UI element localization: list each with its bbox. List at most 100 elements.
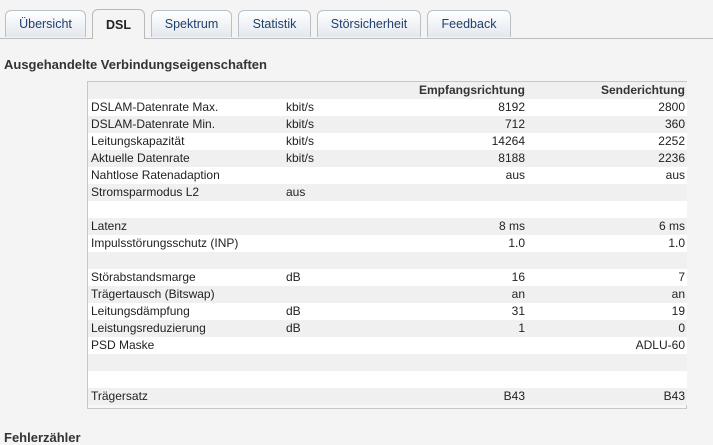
row-tx-value (527, 184, 687, 201)
tab-dsl[interactable]: DSL (92, 9, 145, 39)
row-unit (283, 235, 396, 252)
row-tx-value: 2252 (527, 133, 687, 150)
table-row: Stromsparmodus L2 aus (88, 184, 687, 201)
section-title-error-counter: Fehlerzähler (4, 430, 81, 445)
row-rx-value (396, 252, 527, 269)
row-tx-value: 2236 (527, 150, 687, 167)
row-tx-value: 2800 (527, 99, 687, 116)
tab-feedback[interactable]: Feedback (427, 10, 511, 37)
row-rx-value: 16 (396, 269, 527, 286)
row-unit: kbit/s (283, 99, 396, 116)
row-tx-value: 6 ms (527, 218, 687, 235)
table-row: Latenz 8 ms 6 ms (88, 218, 687, 235)
row-label: Latenz (88, 218, 283, 235)
tab-bar: Übersicht DSL Spektrum Statistik Störsic… (0, 0, 713, 39)
tab-uebersicht[interactable]: Übersicht (5, 10, 86, 37)
row-rx-value: an (396, 286, 527, 303)
row-tx-value: 360 (527, 116, 687, 133)
row-label: DSLAM-Datenrate Max. (88, 99, 283, 116)
tab-label: DSL (106, 17, 131, 32)
tab-spektrum[interactable]: Spektrum (151, 10, 232, 37)
row-label: DSLAM-Datenrate Min. (88, 116, 283, 133)
row-tx-value: an (527, 286, 687, 303)
row-label: Leistungsreduzierung (88, 320, 283, 337)
row-tx-value (527, 252, 687, 269)
row-unit (283, 167, 396, 184)
row-unit (283, 201, 396, 218)
row-label: Nahtlose Ratenadaption (88, 167, 283, 184)
row-unit (283, 371, 396, 388)
tab-label: Spektrum (164, 17, 219, 31)
row-unit (283, 388, 396, 405)
row-label: Stromsparmodus L2 (88, 184, 283, 201)
table-row: Leitungskapazität kbit/s 14264 2252 (88, 133, 687, 150)
row-label: PSD Maske (88, 337, 283, 354)
row-label: Störabstandsmarge (88, 269, 283, 286)
tab-label: Statistik (252, 17, 297, 31)
row-tx-value: 7 (527, 269, 687, 286)
row-unit: aus (283, 184, 396, 201)
row-rx-value (396, 337, 527, 354)
table-row (88, 354, 687, 371)
table-row: Aktuelle Datenrate kbit/s 8188 2236 (88, 150, 687, 167)
row-rx-value: 1 (396, 320, 527, 337)
row-tx-value: 19 (527, 303, 687, 320)
tab-statistik[interactable]: Statistik (238, 10, 311, 37)
row-label (88, 201, 283, 218)
row-tx-value: aus (527, 167, 687, 184)
row-rx-value (396, 354, 527, 371)
row-rx-value: 31 (396, 303, 527, 320)
row-rx-value (396, 201, 527, 218)
row-rx-value: 712 (396, 116, 527, 133)
row-label (88, 371, 283, 388)
connection-rows: DSLAM-Datenrate Max. kbit/s 8192 2800 DSLAM-… (88, 99, 687, 405)
row-tx-value: B43 (527, 388, 687, 405)
table-row: PSD Maske ADLU-60 (88, 337, 687, 354)
row-unit: kbit/s (283, 133, 396, 150)
table-header-row: Empfangsrichtung Senderichtung (88, 82, 687, 99)
row-label (88, 252, 283, 269)
row-unit: kbit/s (283, 116, 396, 133)
header-rx: Empfangsrichtung (396, 82, 527, 99)
connection-properties-panel: Empfangsrichtung Senderichtung DSLAM-Dat… (87, 81, 687, 409)
tab-label: Feedback (441, 17, 497, 31)
table-row: DSLAM-Datenrate Max. kbit/s 8192 2800 (88, 99, 687, 116)
row-label: Aktuelle Datenrate (88, 150, 283, 167)
row-tx-value (527, 354, 687, 371)
row-unit (283, 354, 396, 371)
table-row: Nahtlose Ratenadaption aus aus (88, 167, 687, 184)
row-rx-value (396, 371, 527, 388)
row-unit (283, 337, 396, 354)
row-label: Trägersatz (88, 388, 283, 405)
row-unit: kbit/s (283, 150, 396, 167)
row-unit (283, 218, 396, 235)
row-unit (283, 286, 396, 303)
row-rx-value: 1.0 (396, 235, 527, 252)
row-rx-value: 8192 (396, 99, 527, 116)
row-label: Leitungsdämpfung (88, 303, 283, 320)
table-row: Störabstandsmarge dB 16 7 (88, 269, 687, 286)
table-row: Trägertausch (Bitswap) an an (88, 286, 687, 303)
tab-label: Störsicherheit (330, 17, 408, 31)
table-row: Leitungsdämpfung dB 31 19 (88, 303, 687, 320)
row-unit: dB (283, 320, 396, 337)
row-unit (283, 252, 396, 269)
row-tx-value (527, 201, 687, 218)
header-label-cell (88, 82, 283, 99)
table-row: Trägersatz B43 B43 (88, 388, 687, 405)
table-row: Impulsstörungsschutz (INP) 1.0 1.0 (88, 235, 687, 252)
row-rx-value: aus (396, 167, 527, 184)
table-row: DSLAM-Datenrate Min. kbit/s 712 360 (88, 116, 687, 133)
row-rx-value: 8188 (396, 150, 527, 167)
row-rx-value: 14264 (396, 133, 527, 150)
row-label: Impulsstörungsschutz (INP) (88, 235, 283, 252)
header-unit-cell (283, 82, 396, 99)
row-unit: dB (283, 269, 396, 286)
table-row (88, 201, 687, 218)
row-tx-value (527, 371, 687, 388)
row-tx-value: 0 (527, 320, 687, 337)
tab-stoersicherheit[interactable]: Störsicherheit (317, 10, 421, 37)
row-label (88, 354, 283, 371)
table-row (88, 371, 687, 388)
row-tx-value: ADLU-60 (527, 337, 687, 354)
